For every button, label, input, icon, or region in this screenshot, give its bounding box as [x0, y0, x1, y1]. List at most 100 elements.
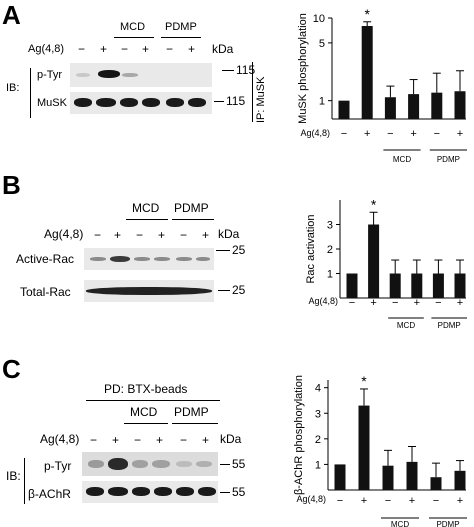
blot-band: [188, 98, 206, 107]
y-axis-label: β-AChR phosphorylation: [293, 375, 305, 495]
blot-band: [86, 487, 104, 496]
blot-band: [196, 257, 210, 261]
lane-sign: −: [94, 228, 102, 242]
lane-sign: +: [158, 228, 166, 242]
lane-sign: −: [136, 228, 144, 242]
ag-label: Ag(4,8): [44, 227, 84, 241]
lane-sign: +: [114, 228, 122, 242]
panel-label-a: A: [2, 0, 21, 30]
lane-sign: −: [78, 42, 86, 56]
marker-55: 55: [232, 457, 246, 471]
bar: [361, 26, 373, 119]
blot-band: [122, 73, 138, 77]
x-axis-label: Ag(4,8): [296, 494, 326, 504]
x-tick-label: −: [337, 495, 343, 507]
blot-band: [98, 70, 120, 78]
y-tick-label: 2: [327, 244, 333, 256]
bar: [334, 464, 346, 490]
group-label-pdmp: PDMP: [174, 405, 209, 419]
y-tick-label: 3: [315, 408, 321, 420]
blot-musk: [70, 92, 212, 114]
blot-band: [134, 257, 150, 261]
blot-band: [166, 98, 184, 107]
group-label: PDMP: [437, 155, 460, 164]
blot-band: [132, 487, 150, 496]
blot-band: [196, 461, 212, 467]
marker-115: 115: [236, 63, 256, 77]
y-tick-label: 3: [327, 220, 333, 232]
blot-band: [88, 460, 104, 468]
bar: [454, 470, 466, 490]
x-tick-label: +: [457, 495, 463, 507]
lane-sign: −: [121, 42, 129, 56]
x-axis-label: Ag(4,8): [300, 128, 330, 138]
blot-band: [76, 73, 90, 77]
group-bar-mcd: [124, 423, 168, 424]
marker-115: 115: [226, 94, 246, 108]
bar: [454, 91, 466, 119]
blot-band: [176, 487, 194, 496]
blot-band: [110, 256, 130, 262]
lane-sign: +: [112, 433, 120, 447]
blot-total-rac: [84, 280, 214, 302]
blot-band: [154, 257, 170, 261]
panel-label-c: C: [2, 354, 21, 384]
blot-band: [120, 98, 138, 107]
marker-tick: [220, 492, 230, 493]
group-label: PDMP: [436, 520, 459, 527]
x-tick-label: +: [457, 297, 463, 309]
lane-sign: −: [180, 228, 188, 242]
ag-label: Ag(4,8): [28, 43, 65, 55]
x-tick-label: +: [457, 128, 463, 140]
significance-star: *: [364, 6, 370, 22]
group-label-mcd: MCD: [120, 21, 146, 33]
lane-sign: −: [90, 433, 98, 447]
bar: [406, 461, 418, 490]
kda-label: kDa: [220, 432, 242, 446]
marker-25: 25: [232, 283, 246, 297]
group-label: MCD: [393, 155, 411, 164]
y-tick-label: 2: [315, 434, 321, 446]
bar: [346, 273, 358, 298]
blot-bachr: [82, 481, 218, 503]
ib-label: IB:: [6, 82, 20, 94]
row-label-musk: MuSK: [37, 97, 67, 109]
bar: [430, 477, 442, 490]
lane-sign: −: [180, 433, 188, 447]
lane-sign: +: [202, 228, 210, 242]
bar: [408, 94, 420, 119]
blot-band: [132, 460, 148, 468]
group-label-pdmp: PDMP: [174, 201, 209, 215]
x-tick-label: +: [409, 495, 415, 507]
marker-25: 25: [232, 243, 246, 257]
blot-band: [176, 461, 192, 467]
marker-tick: [216, 250, 230, 251]
blot-band: [198, 487, 216, 496]
group-label: PDMP: [438, 321, 461, 330]
row-label-ptyr: p-Tyr: [44, 459, 72, 473]
kda-label: kDa: [212, 42, 234, 56]
bar: [368, 224, 380, 298]
group-label: MCD: [397, 321, 415, 330]
group-bar-pdmp: [172, 219, 214, 220]
blot-band: [152, 460, 170, 468]
bar: [384, 97, 396, 119]
x-tick-label: −: [349, 297, 355, 309]
blot-band: [142, 98, 160, 107]
group-bar-pdmp: [172, 423, 218, 424]
group-label: MCD: [391, 520, 409, 527]
bar: [338, 100, 350, 119]
y-tick-label: 1: [315, 459, 321, 471]
blot-ptyr: [82, 452, 218, 476]
group-bar-mcd: [126, 219, 168, 220]
significance-star: *: [371, 196, 377, 212]
kda-label: kDa: [218, 227, 240, 241]
blot-ptyr: [70, 63, 212, 87]
ib-bracket: [30, 68, 31, 118]
lane-sign: +: [156, 433, 164, 447]
x-tick-label: −: [435, 297, 441, 309]
blot-band: [108, 458, 128, 470]
x-tick-label: +: [410, 128, 416, 140]
row-label-ptyr: p-Tyr: [37, 69, 63, 81]
marker-tick: [222, 70, 234, 71]
